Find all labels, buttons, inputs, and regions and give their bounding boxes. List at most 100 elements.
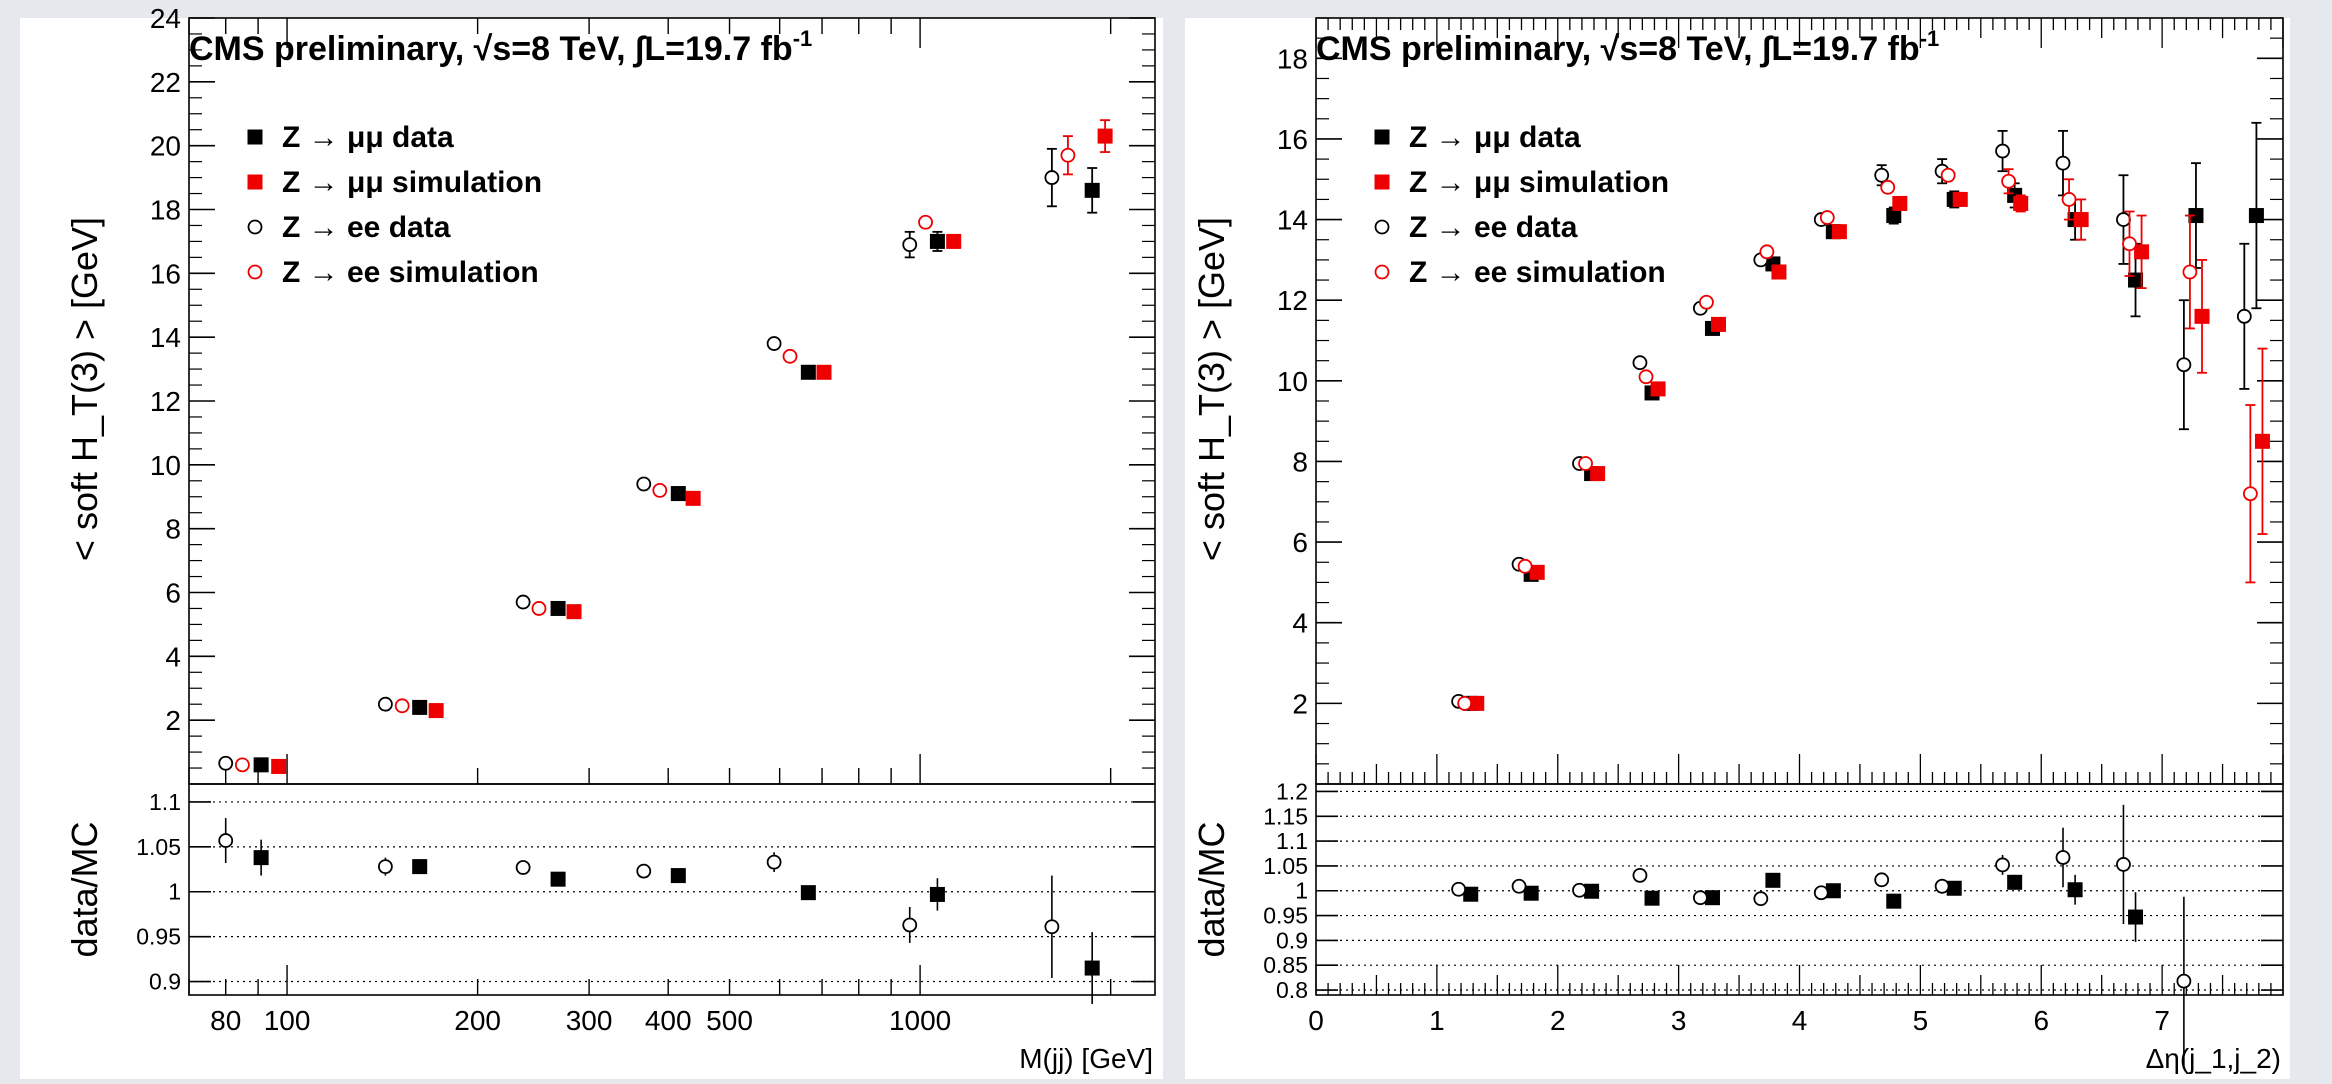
ratio-y-tick-label: 0.95 bbox=[1263, 903, 1308, 929]
ratio-point bbox=[902, 917, 918, 933]
y-tick-label: 18 bbox=[150, 195, 181, 226]
chart-title-superscript: -1 bbox=[793, 26, 813, 51]
x-tick-label: 80 bbox=[210, 1005, 241, 1036]
ratio-series bbox=[253, 839, 1100, 1004]
y-axis-label: < soft H_T(3) > [GeV] bbox=[64, 217, 105, 561]
data-point bbox=[946, 233, 962, 249]
data-point bbox=[1880, 179, 1896, 195]
ratio-point bbox=[1765, 872, 1781, 888]
ratio-y-tick-label: 1.2 bbox=[1276, 778, 1308, 804]
data-point bbox=[394, 698, 410, 714]
ratio-point bbox=[1044, 919, 1060, 935]
ratio-point bbox=[636, 863, 652, 879]
x-axis-label: M(jj) [GeV] bbox=[1019, 1043, 1153, 1074]
legend-label: Z → ee simulation bbox=[1409, 256, 1666, 289]
chart-panel-2: 246810121416180.80.850.90.9511.051.11.15… bbox=[1185, 17, 2290, 1079]
ratio-point bbox=[1572, 882, 1587, 898]
ratio-y-axis-label: data/MC bbox=[64, 821, 105, 957]
ratio-point bbox=[253, 850, 269, 866]
ratio-point bbox=[929, 886, 945, 902]
y-tick-label: 2 bbox=[165, 705, 181, 736]
x-tick-label: 200 bbox=[454, 1005, 501, 1036]
ratio-y-tick-label: 1.1 bbox=[149, 789, 181, 815]
x-tick-label: 4 bbox=[1792, 1005, 1808, 1036]
data-point bbox=[566, 604, 582, 620]
ratio-y-tick-label: 1.05 bbox=[1263, 853, 1308, 879]
data-point bbox=[636, 476, 652, 492]
data-point bbox=[1819, 210, 1835, 225]
data-point bbox=[2236, 308, 2252, 324]
x-tick-label: 0 bbox=[1308, 1005, 1324, 1036]
y-tick-label: 10 bbox=[1277, 366, 1308, 397]
data-point bbox=[2194, 308, 2210, 324]
y-tick-label: 16 bbox=[1277, 124, 1308, 155]
ratio-point bbox=[1084, 960, 1100, 976]
data-point bbox=[2134, 244, 2150, 260]
data-point bbox=[1457, 695, 1473, 711]
data-point bbox=[271, 758, 287, 774]
legend-marker bbox=[247, 219, 263, 235]
series-z-simulation bbox=[271, 119, 1113, 774]
data-point bbox=[531, 601, 547, 616]
y-tick-label: 16 bbox=[150, 258, 181, 289]
data-point bbox=[1650, 381, 1666, 397]
ratio-y-tick-label: 0.8 bbox=[1276, 977, 1308, 1003]
ratio-point bbox=[1886, 893, 1902, 909]
legend-marker bbox=[247, 264, 263, 280]
series-z-simulation bbox=[1469, 191, 2270, 711]
x-axis-label: Δη(j_1,j_2) bbox=[2146, 1043, 2281, 1074]
data-point bbox=[1940, 167, 1956, 183]
legend-label: Z → ee data bbox=[282, 211, 451, 244]
ratio-point bbox=[2067, 882, 2083, 898]
legend: Z → μμ data Z → μμ simulation Z → ee data Z… bbox=[247, 121, 542, 289]
ratio-point bbox=[515, 860, 531, 875]
legend-marker bbox=[1374, 264, 1390, 280]
ratio-series bbox=[1451, 804, 2192, 1066]
x-tick-label: 100 bbox=[264, 1005, 311, 1036]
data-point bbox=[1060, 147, 1076, 163]
y-tick-label: 10 bbox=[150, 450, 181, 481]
ratio-point bbox=[2007, 874, 2023, 890]
data-point bbox=[2073, 212, 2089, 228]
y-tick-label: 20 bbox=[150, 131, 181, 162]
data-point bbox=[253, 757, 269, 773]
data-point bbox=[218, 755, 234, 771]
ratio-point bbox=[2176, 973, 2192, 989]
ratio-point bbox=[800, 885, 816, 901]
data-point bbox=[2176, 357, 2192, 373]
data-point bbox=[1699, 294, 1714, 310]
legend-label: Z → ee data bbox=[1409, 211, 1578, 244]
y-tick-label: 8 bbox=[1292, 446, 1308, 477]
legend-marker bbox=[1374, 129, 1390, 145]
series-z-ee-simulation bbox=[1457, 167, 2258, 711]
data-point bbox=[2254, 433, 2270, 449]
ratio-y-tick-label: 0.9 bbox=[149, 969, 181, 995]
data-point bbox=[234, 757, 250, 773]
data-point bbox=[1759, 244, 1775, 260]
y-tick-label: 8 bbox=[165, 514, 181, 545]
chart-title-text: CMS preliminary, √s=8 TeV, ∫L=19.7 fb bbox=[189, 30, 793, 68]
legend-marker bbox=[1374, 219, 1390, 235]
data-point bbox=[412, 699, 428, 715]
data-point bbox=[685, 490, 701, 506]
y-tick-label: 12 bbox=[150, 386, 181, 417]
data-point bbox=[2122, 236, 2137, 252]
ratio-y-tick-label: 1.15 bbox=[1263, 803, 1308, 829]
y-tick-label: 24 bbox=[150, 3, 181, 34]
ratio-point bbox=[766, 854, 782, 870]
data-point bbox=[1952, 191, 1968, 207]
ratio-point bbox=[1644, 890, 1660, 906]
data-point bbox=[1044, 170, 1060, 185]
data-point bbox=[1517, 558, 1533, 574]
y-tick-label: 12 bbox=[1277, 285, 1308, 316]
data-point bbox=[2248, 208, 2264, 224]
legend-label: Z → μμ data bbox=[1409, 121, 1581, 154]
ratio-point bbox=[1934, 878, 1950, 894]
data-point bbox=[1097, 128, 1113, 144]
data-point bbox=[1995, 143, 2010, 159]
data-point bbox=[670, 486, 686, 502]
data-point bbox=[1529, 564, 1545, 580]
ratio-point bbox=[1813, 885, 1829, 901]
data-point bbox=[2188, 208, 2204, 224]
series-z-data bbox=[253, 167, 1100, 773]
